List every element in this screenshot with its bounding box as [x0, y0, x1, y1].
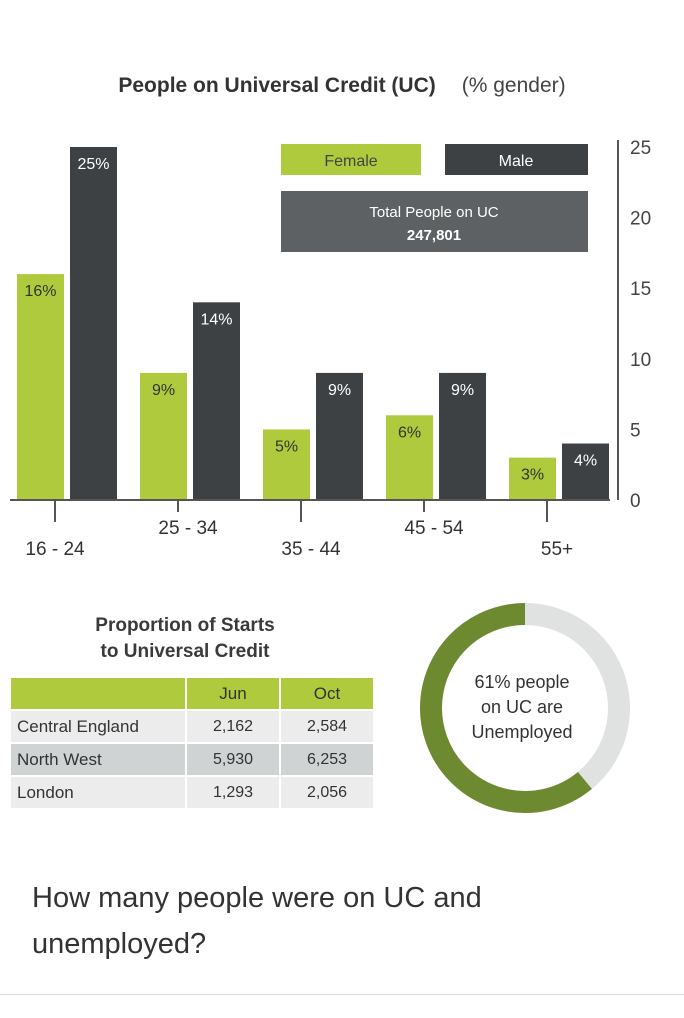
y-tick-label-2: 10 [630, 350, 651, 371]
bar-label-female-1: 9% [152, 382, 175, 399]
chart-title-main: People on Universal Credit (UC) [118, 74, 436, 97]
table-cell-oct: 6,253 [281, 744, 373, 775]
y-tick-label-4: 20 [630, 209, 651, 230]
bar-male-2 [316, 372, 363, 500]
bar-label-male-4: 4% [574, 453, 597, 470]
bar-label-male-0: 25% [77, 156, 109, 173]
bar-male-0 [70, 147, 117, 500]
starts-table: Jun Oct Central England 2,162 2,584 Nort… [9, 676, 375, 810]
total-box [281, 191, 588, 252]
table-row: London 1,293 2,056 [11, 777, 373, 808]
table-row: Central England 2,162 2,584 [11, 711, 373, 742]
bar-female-1 [140, 372, 187, 500]
y-tick-label-3: 15 [630, 279, 651, 300]
bar-label-male-1: 14% [200, 311, 232, 328]
table-cell-jun: 2,162 [187, 711, 279, 742]
divider [0, 994, 684, 995]
bar-male-1 [193, 302, 240, 500]
bar-label-female-3: 6% [398, 424, 421, 441]
bar-label-male-2: 9% [328, 382, 351, 399]
bar-label-female-4: 3% [521, 467, 544, 484]
bar-chart: 16% 25% 9% 14% 5% 9% 6% 9% 3% 4% 0 5 10 15 20 25 16 - … [10, 138, 651, 560]
chart-title: People on Universal Credit (UC) (% gender… [0, 74, 684, 98]
y-tick-label-1: 5 [630, 420, 641, 441]
bar-label-female-0: 16% [24, 283, 56, 300]
table-header-jun: Jun [187, 678, 279, 709]
x-tick-label-3: 45 - 54 [404, 518, 464, 539]
chart-subtitle: (% gender) [461, 74, 566, 97]
table-title: Proportion of Starts to Universal Credit [80, 613, 290, 665]
total-box-value: 247,801 [407, 227, 461, 244]
table-cell-region: London [11, 777, 185, 808]
bar-female-0 [17, 274, 64, 500]
total-box-label: Total People on UC [369, 204, 498, 221]
table-cell-region: North West [11, 744, 185, 775]
legend-female-label: Female [324, 153, 377, 170]
bar-male-3 [439, 372, 486, 500]
table-cell-oct: 2,056 [281, 777, 373, 808]
donut-label-line3: Unemployed [471, 722, 573, 742]
y-tick-label-5: 25 [630, 138, 651, 159]
table-cell-jun: 1,293 [187, 777, 279, 808]
bar-male-4 [562, 443, 609, 500]
table-row: North West 5,930 6,253 [11, 744, 373, 775]
donut-label: 61% people on UC are Unemployed [450, 670, 594, 745]
donut-unemployed-arc [420, 603, 592, 813]
table-header-region [11, 678, 185, 709]
bar-female-3 [386, 415, 433, 500]
legend-male-swatch [445, 144, 588, 175]
y-tick-label-0: 0 [630, 491, 641, 512]
table-title-line1: Proportion of Starts [95, 615, 275, 636]
bar-label-female-2: 5% [275, 438, 298, 455]
table-cell-region: Central England [11, 711, 185, 742]
table-cell-oct: 2,584 [281, 711, 373, 742]
bar-female-2 [263, 429, 310, 500]
donut-label-line2: on UC are [480, 697, 564, 717]
bar-label-male-3: 9% [451, 382, 474, 399]
question-text: How many people were on UC and unemploye… [32, 882, 482, 960]
donut-label-line1: 61% people [474, 672, 570, 692]
x-tick-label-4: 55+ [541, 539, 573, 560]
table-title-line2: to Universal Credit [100, 641, 270, 662]
bar-female-4 [509, 457, 556, 500]
table-header-row: Jun Oct [11, 678, 373, 709]
legend-male-label: Male [499, 153, 534, 170]
table-header-oct: Oct [281, 678, 373, 709]
x-tick-label-0: 16 - 24 [25, 539, 85, 560]
x-tick-label-2: 35 - 44 [281, 539, 341, 560]
table-cell-jun: 5,930 [187, 744, 279, 775]
donut-chart [420, 603, 630, 813]
legend-female-swatch [281, 144, 421, 175]
x-tick-label-1: 25 - 34 [158, 518, 218, 539]
